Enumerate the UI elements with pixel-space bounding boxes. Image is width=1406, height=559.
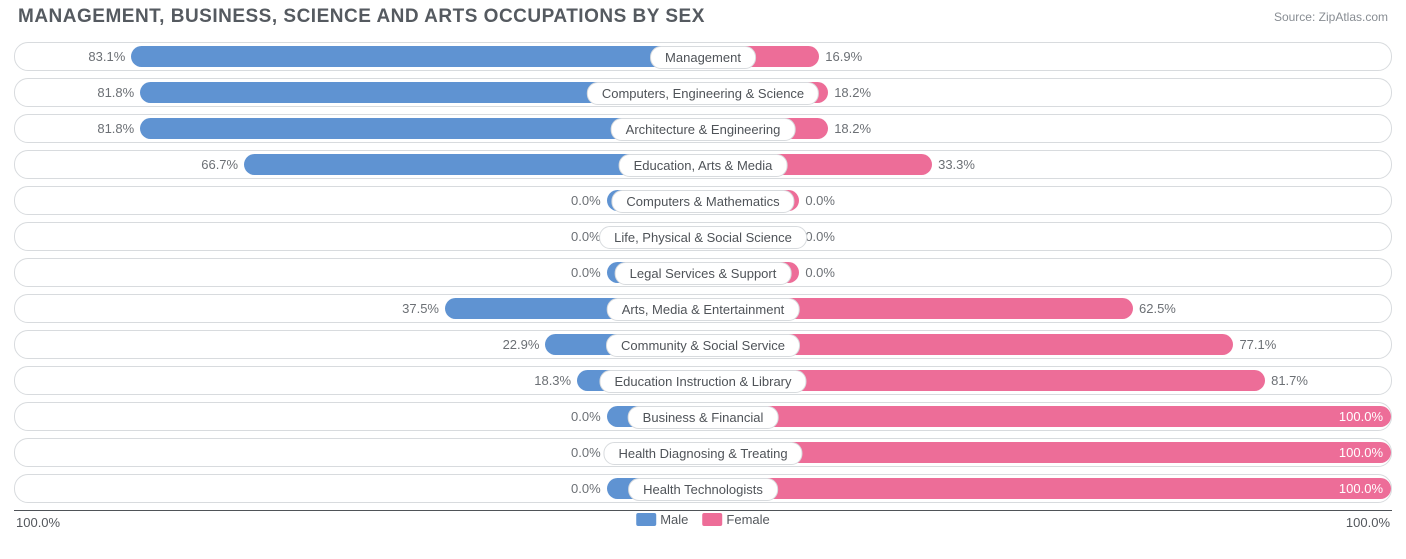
bar-row: 37.5% 62.5% Arts, Media & Entertainment bbox=[14, 294, 1392, 323]
female-pct-label: 0.0% bbox=[805, 223, 835, 250]
category-label: Education Instruction & Library bbox=[599, 370, 806, 393]
category-label: Life, Physical & Social Science bbox=[599, 226, 807, 249]
category-label: Arts, Media & Entertainment bbox=[607, 298, 800, 321]
female-pct-label: 18.2% bbox=[834, 115, 871, 142]
category-label: Health Diagnosing & Treating bbox=[603, 442, 802, 465]
bar-row: 0.0% 100.0% Business & Financial bbox=[14, 402, 1392, 431]
category-label: Community & Social Service bbox=[606, 334, 800, 357]
female-bar bbox=[703, 478, 1391, 499]
bar-row: 81.8% 18.2% Architecture & Engineering bbox=[14, 114, 1392, 143]
x-axis: 100.0% 100.0% Male Female bbox=[14, 510, 1392, 539]
female-pct-label: 18.2% bbox=[834, 79, 871, 106]
legend-male: Male bbox=[636, 512, 688, 527]
male-pct-label: 0.0% bbox=[571, 475, 601, 502]
male-bar bbox=[131, 46, 703, 67]
female-bar bbox=[703, 406, 1391, 427]
bar-row: 0.0% 0.0% Computers & Mathematics bbox=[14, 186, 1392, 215]
category-label: Health Technologists bbox=[628, 478, 778, 501]
male-pct-label: 0.0% bbox=[571, 223, 601, 250]
category-label: Business & Financial bbox=[628, 406, 779, 429]
female-pct-label: 100.0% bbox=[1339, 475, 1383, 502]
female-swatch bbox=[702, 513, 722, 526]
male-pct-label: 37.5% bbox=[402, 295, 439, 322]
bar-row: 0.0% 0.0%Life, Physical & Social Science bbox=[14, 222, 1392, 251]
bar-row: 66.7% 33.3% Education, Arts & Media bbox=[14, 150, 1392, 179]
category-label: Education, Arts & Media bbox=[619, 154, 788, 177]
diverging-bar-chart: 83.1% 16.9% Management 81.8% 18.2% Computers,… bbox=[14, 42, 1392, 503]
category-label: Legal Services & Support bbox=[615, 262, 792, 285]
male-pct-label: 18.3% bbox=[534, 367, 571, 394]
female-pct-label: 100.0% bbox=[1339, 403, 1383, 430]
axis-left-label: 100.0% bbox=[16, 515, 60, 530]
legend-female: Female bbox=[702, 512, 769, 527]
bar-row: 18.3% 81.7% Education Instruction & Librar… bbox=[14, 366, 1392, 395]
male-pct-label: 81.8% bbox=[97, 79, 134, 106]
male-pct-label: 0.0% bbox=[571, 187, 601, 214]
bar-row: 0.0% 0.0% Legal Services & Support bbox=[14, 258, 1392, 287]
female-pct-label: 81.7% bbox=[1271, 367, 1308, 394]
category-label: Computers, Engineering & Science bbox=[587, 82, 819, 105]
category-label: Computers & Mathematics bbox=[611, 190, 794, 213]
female-bar bbox=[703, 442, 1391, 463]
male-pct-label: 81.8% bbox=[97, 115, 134, 142]
chart-title: MANAGEMENT, BUSINESS, SCIENCE AND ARTS O… bbox=[18, 6, 705, 28]
male-swatch bbox=[636, 513, 656, 526]
male-pct-label: 0.0% bbox=[571, 439, 601, 466]
male-pct-label: 83.1% bbox=[88, 43, 125, 70]
male-pct-label: 22.9% bbox=[503, 331, 540, 358]
category-label: Architecture & Engineering bbox=[611, 118, 796, 141]
female-pct-label: 16.9% bbox=[825, 43, 862, 70]
chart-header: MANAGEMENT, BUSINESS, SCIENCE AND ARTS O… bbox=[0, 0, 1406, 28]
axis-right-label: 100.0% bbox=[1346, 515, 1390, 530]
male-pct-label: 0.0% bbox=[571, 259, 601, 286]
female-pct-label: 62.5% bbox=[1139, 295, 1176, 322]
bar-row: 81.8% 18.2% Computers, Engineering & Scien… bbox=[14, 78, 1392, 107]
chart-source: Source: ZipAtlas.com bbox=[1274, 6, 1388, 24]
female-pct-label: 77.1% bbox=[1239, 331, 1276, 358]
female-pct-label: 33.3% bbox=[938, 151, 975, 178]
legend: Male Female bbox=[636, 512, 770, 527]
female-pct-label: 0.0% bbox=[805, 187, 835, 214]
bar-row: 83.1% 16.9% Management bbox=[14, 42, 1392, 71]
bar-row: 22.9% 77.1% Community & Social Service bbox=[14, 330, 1392, 359]
category-label: Management bbox=[650, 46, 756, 69]
male-pct-label: 0.0% bbox=[571, 403, 601, 430]
bar-row: 0.0% 100.0% Health Diagnosing & Treating bbox=[14, 438, 1392, 467]
female-pct-label: 0.0% bbox=[805, 259, 835, 286]
female-pct-label: 100.0% bbox=[1339, 439, 1383, 466]
bar-row: 0.0% 100.0% Health Technologists bbox=[14, 474, 1392, 503]
male-pct-label: 66.7% bbox=[201, 151, 238, 178]
